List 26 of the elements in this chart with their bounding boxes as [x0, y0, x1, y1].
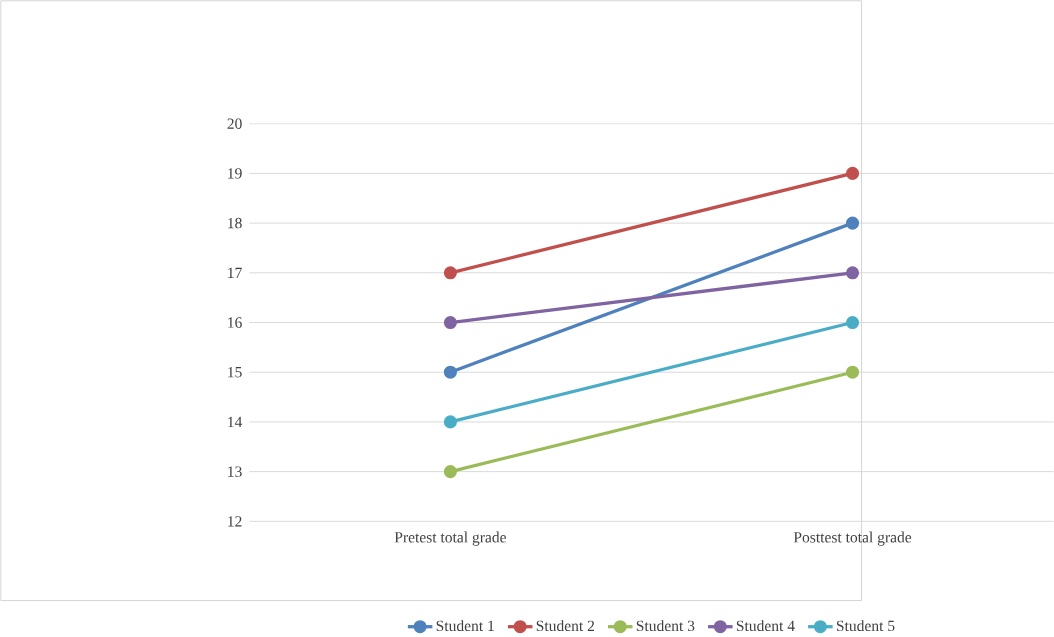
- y-tick-label: 20: [227, 118, 242, 130]
- point: [845, 216, 860, 230]
- point: [443, 415, 457, 429]
- point: [845, 167, 860, 181]
- point: [443, 316, 457, 330]
- y-tick-label: 12: [228, 516, 242, 527]
- point: [443, 465, 457, 479]
- legend-label: Student 3: [636, 620, 695, 632]
- point: [443, 365, 457, 379]
- point: [845, 365, 860, 379]
- legend-label: Student 5: [836, 620, 895, 632]
- y-tick-label: 13: [228, 466, 242, 478]
- y-tick-label: 16: [228, 317, 242, 328]
- legend-label: Student 4: [736, 620, 795, 632]
- point: [845, 266, 860, 280]
- legend-label: Student 1: [436, 620, 494, 632]
- y-tick-label: 17: [228, 267, 242, 279]
- x-tick-label: Pretest total grade: [394, 531, 506, 546]
- x-tick-label: Posttest total grade: [793, 531, 912, 546]
- point: [443, 266, 457, 280]
- y-tick-label: 15: [228, 367, 242, 378]
- y-tick-label: 14: [228, 417, 243, 428]
- point: [845, 316, 860, 330]
- y-tick-label: 18: [228, 218, 242, 229]
- y-tick-label: 19: [228, 168, 242, 179]
- legend-label: Student 2: [536, 620, 595, 632]
